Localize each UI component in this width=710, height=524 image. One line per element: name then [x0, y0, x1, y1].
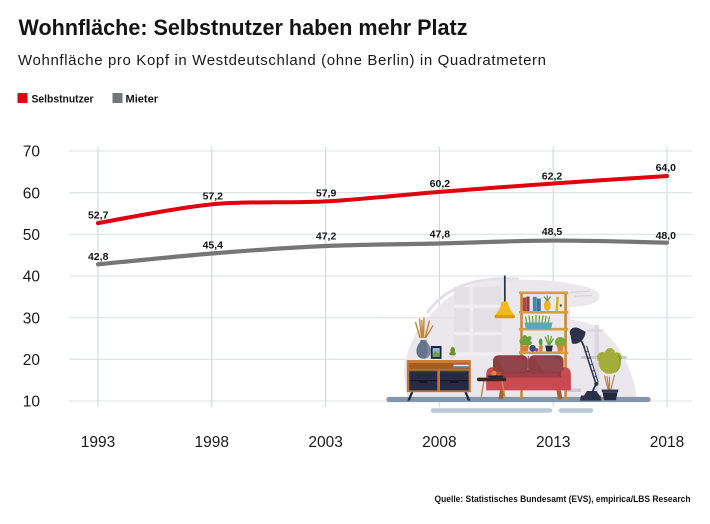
- svg-text:Wohnfläche: Selbstnutzer haben: Wohnfläche: Selbstnutzer haben mehr Plat…: [19, 15, 468, 40]
- svg-text:48,5: 48,5: [542, 226, 563, 238]
- svg-text:45,4: 45,4: [203, 239, 224, 251]
- svg-text:Mieter: Mieter: [126, 94, 159, 106]
- svg-text:Quelle: Statistisches Bundesam: Quelle: Statistisches Bundesamt (EVS), e…: [435, 494, 691, 504]
- svg-text:50: 50: [23, 227, 41, 244]
- svg-text:47,8: 47,8: [430, 228, 451, 240]
- svg-text:48,0: 48,0: [656, 230, 677, 242]
- svg-text:30: 30: [23, 310, 41, 327]
- svg-text:2018: 2018: [650, 434, 684, 451]
- svg-text:1998: 1998: [195, 434, 229, 451]
- svg-text:10: 10: [23, 394, 41, 411]
- svg-text:Selbstnutzer: Selbstnutzer: [32, 94, 95, 106]
- svg-text:2003: 2003: [308, 434, 342, 451]
- svg-text:2013: 2013: [536, 434, 570, 451]
- svg-text:42,8: 42,8: [88, 251, 109, 263]
- svg-text:47,2: 47,2: [316, 231, 337, 243]
- svg-text:2008: 2008: [422, 434, 456, 451]
- svg-text:Wohnfläche pro Kopf in Westdeu: Wohnfläche pro Kopf in Westdeutschland (…: [18, 52, 546, 69]
- svg-text:62,2: 62,2: [542, 170, 563, 182]
- svg-text:70: 70: [23, 144, 41, 161]
- svg-text:57,9: 57,9: [316, 188, 337, 200]
- svg-text:60,2: 60,2: [430, 178, 451, 190]
- svg-text:40: 40: [23, 269, 41, 286]
- svg-text:64,0: 64,0: [656, 162, 677, 174]
- svg-text:60: 60: [23, 185, 41, 202]
- svg-text:57,2: 57,2: [203, 190, 224, 202]
- svg-text:52,7: 52,7: [88, 210, 109, 222]
- svg-text:1993: 1993: [81, 434, 115, 451]
- svg-text:20: 20: [23, 352, 41, 369]
